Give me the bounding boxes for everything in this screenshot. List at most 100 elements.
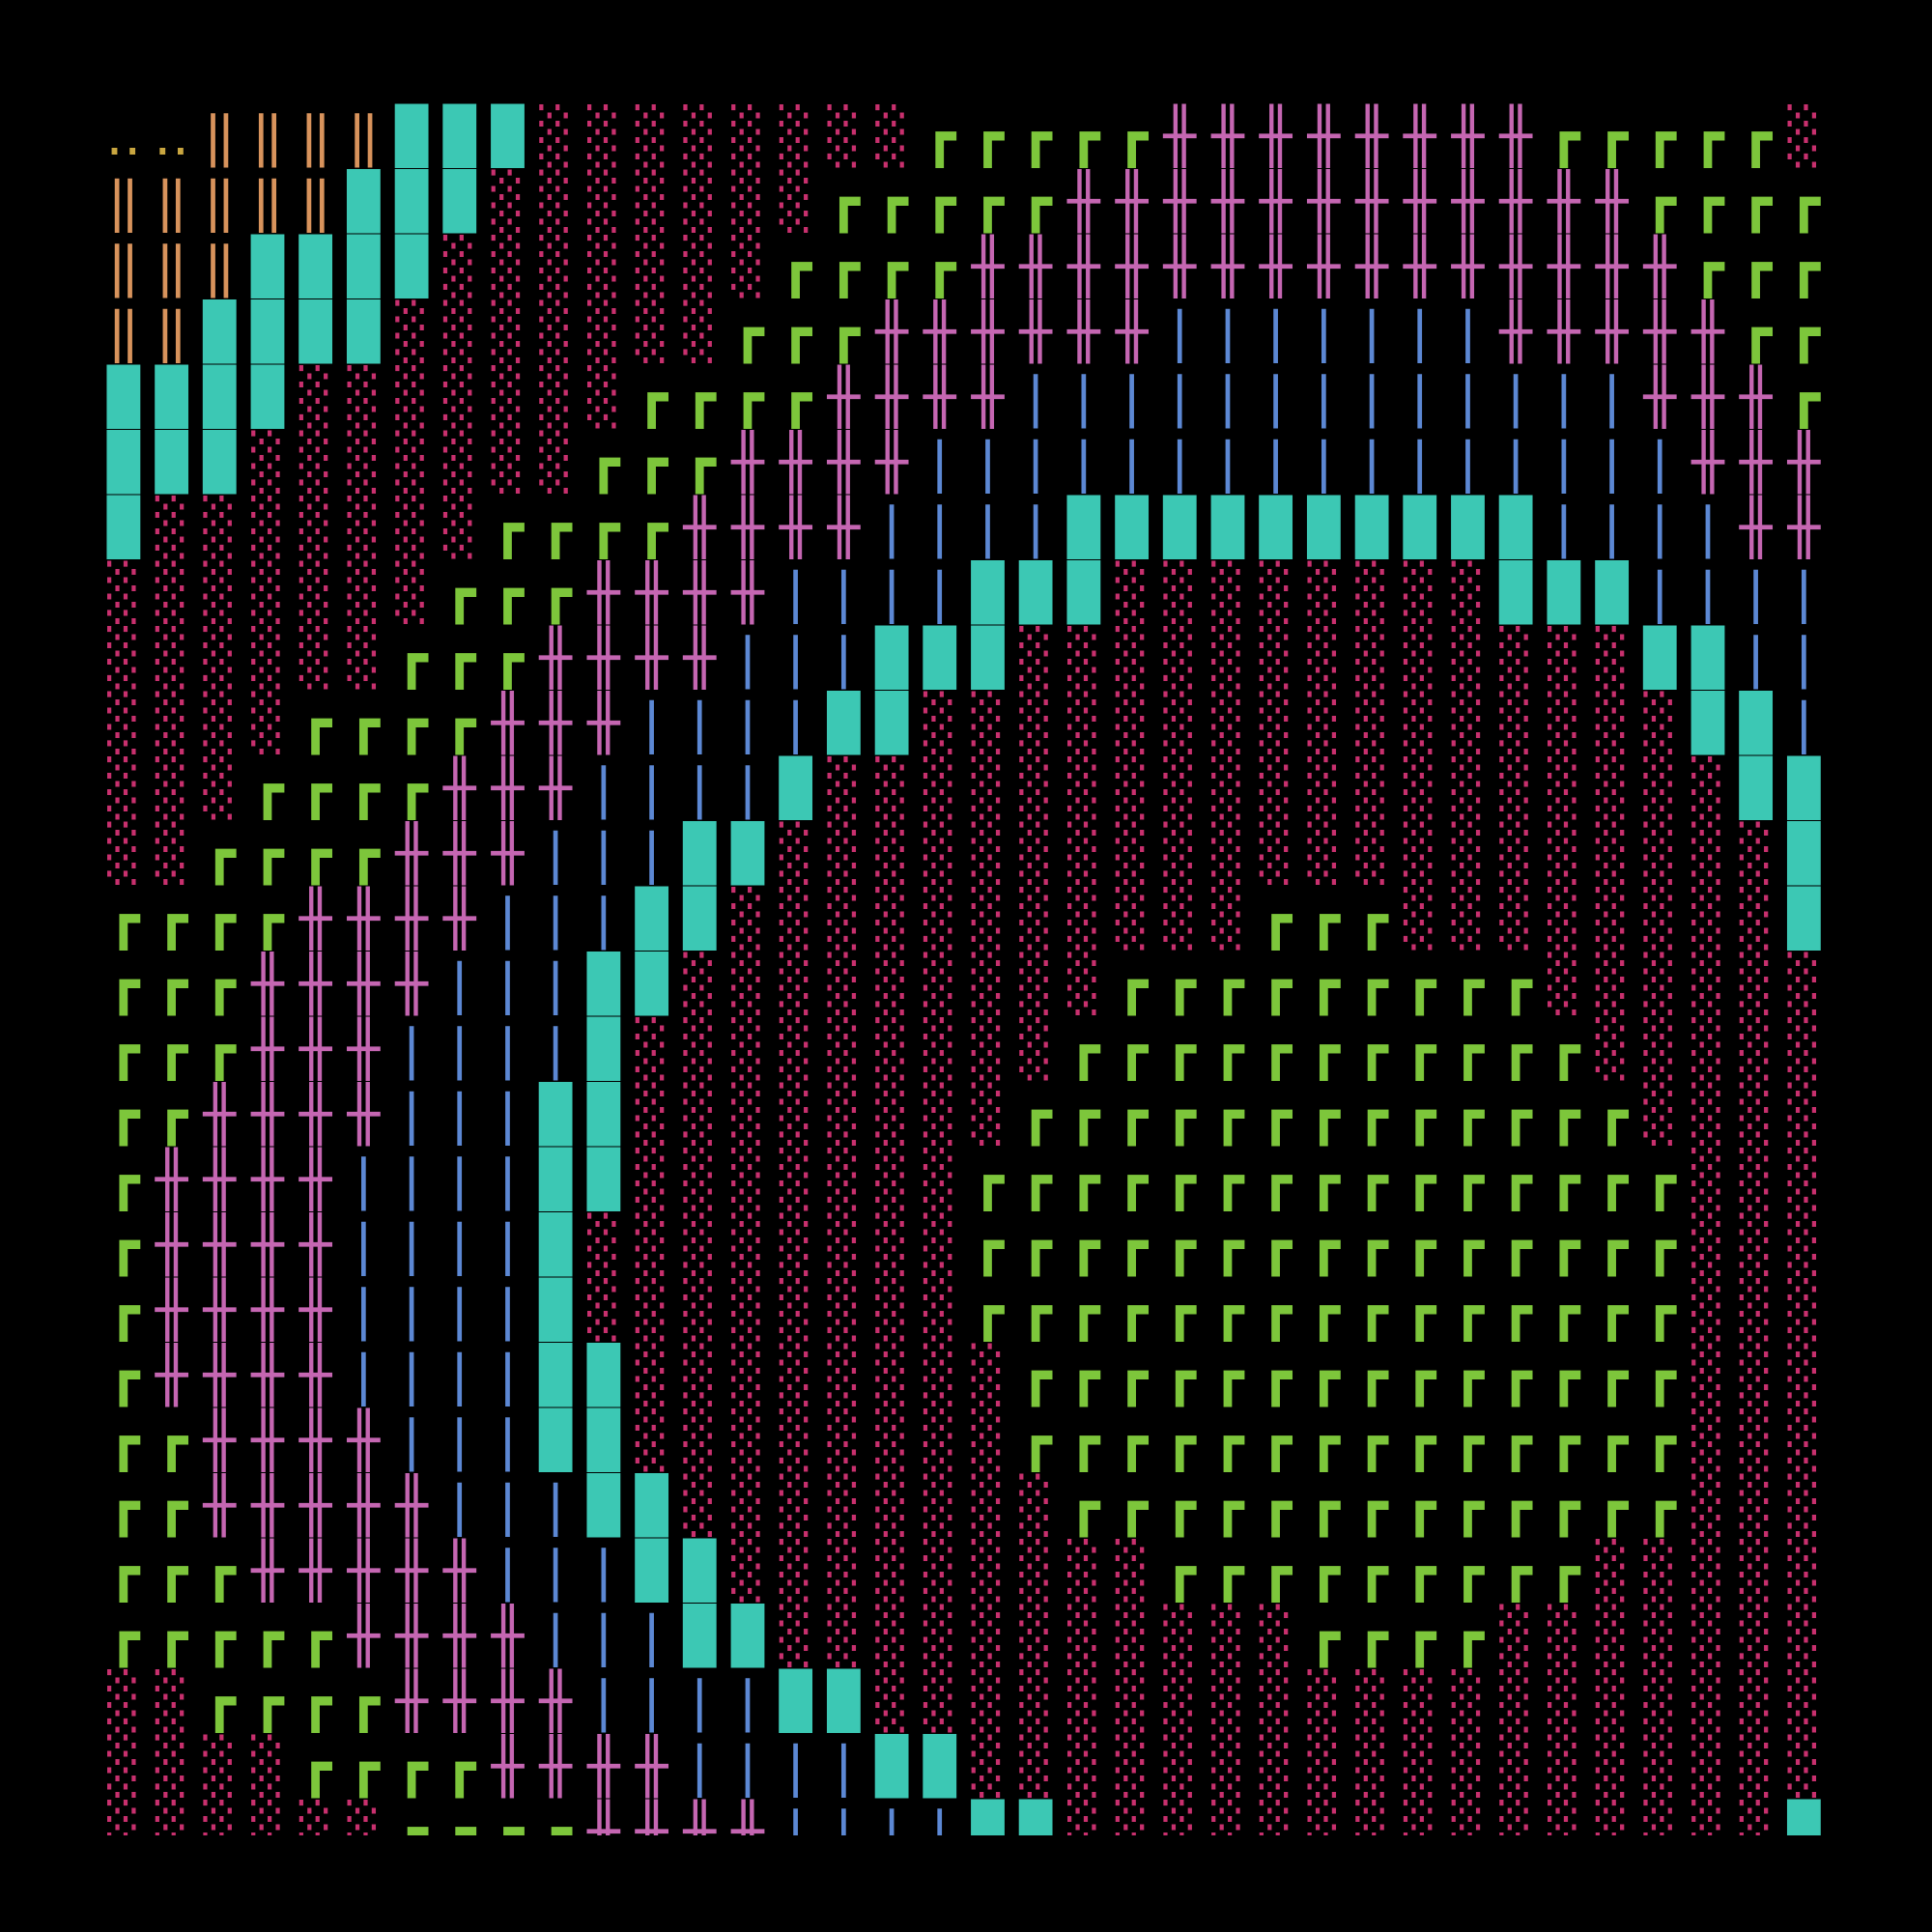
glyph: | [683,756,716,819]
text-row: ┏ ┏ ╫ ╫ ╫ ╫ | | | █ █ ░ ░ ░ ░ ░ ░ ░ ░ ┏ ┏ ┏ ┏ ┏ ┏ ┏ ┏ ┏ ┏ ┏ ┏ ┏ ░ ░ ░ ░ [107,1081,1820,1146]
glyph: ░ [1355,625,1388,689]
glyph: █ [586,1015,621,1080]
glyph: ╫ [298,885,333,950]
glyph: ░ [1260,560,1293,624]
glyph: ┏ [1499,1083,1533,1146]
glyph: ╫ [826,429,861,494]
glyph: ╫ [1403,102,1437,167]
glyph: ┏ [1452,952,1486,1015]
glyph: | [972,431,1005,494]
glyph: ┏ [1740,235,1774,298]
glyph: ┏ [1067,1083,1101,1146]
glyph: ░ [972,691,1005,754]
glyph: | [443,1278,476,1341]
glyph: ░ [1643,691,1676,754]
glyph: ╫ [1259,102,1293,167]
glyph: | [1691,561,1724,624]
glyph: ┏ [443,1800,477,1862]
glyph: ░ [251,430,284,494]
glyph: | [492,887,525,950]
glyph: ░ [1643,755,1676,819]
glyph: ┏ [1116,1474,1150,1537]
text-row: ░ ░ ░ ░ ┏ ┏ ┏ ┏ ╫ ╫ ╫ ╫ | | | | █ █ ░ ░ ░ ░ ░ ░ ░ ░ ░ ░ ░ ░ ░ ░ ░ ░ ░ ░ [107,1733,1820,1798]
glyph: | [780,561,812,624]
glyph: ░ [1116,1538,1149,1602]
glyph: ┏ [1404,1017,1437,1080]
glyph: ░ [1643,1799,1676,1862]
glyph: ░ [1019,691,1052,754]
glyph: ░ [1116,821,1149,885]
glyph: ┏ [731,365,765,428]
glyph: ░ [683,1016,716,1080]
glyph: ░ [827,1407,860,1471]
glyph: █ [586,1146,621,1210]
glyph: ╫ [1354,168,1389,233]
glyph: ┏ [1116,1278,1150,1341]
glyph: ░ [923,1604,956,1667]
glyph: ┏ [1548,1278,1581,1341]
glyph: ░ [731,103,764,167]
glyph: ░ [1019,1668,1052,1732]
glyph: ╫ [155,1146,189,1210]
glyph: ┏ [1067,104,1101,167]
glyph: ░ [203,1734,236,1798]
glyph: ┏ [731,300,765,363]
glyph: ░ [1307,821,1340,885]
glyph: | [443,1474,476,1537]
glyph: ░ [443,495,476,558]
glyph: ╫ [1354,233,1389,298]
glyph: ┏ [107,1017,141,1080]
glyph: | [1404,431,1436,494]
glyph: ┏ [1067,1148,1101,1210]
text-row: ┏ ╫ ╫ ╫ ╫ | | | | █ ░ ░ ░ ░ ░ ░ ░ ░ ┏ ┏ ┏ ┏ ┏ ┏ ┏ ┏ ┏ ┏ ┏ ┏ ┏ ┏ ┏ ░ ░ ░ [107,1211,1820,1276]
glyph: █ [155,363,189,428]
glyph: ╫ [394,1537,429,1602]
glyph: ░ [731,952,764,1015]
text-row: ┏ ╫ ╫ ╫ ╫ | | | | █ █ ░ ░ ░ ░ ░ ░ ░ ░ ┏ ┏ ┏ ┏ ┏ ┏ ┏ ┏ ┏ ┏ ┏ ┏ ┏ ┏ ░ ░ ░ [107,1342,1820,1406]
glyph: ░ [1643,952,1676,1015]
glyph: ┏ [539,496,573,558]
glyph: ░ [1787,1473,1820,1537]
glyph: ┏ [1548,1213,1581,1276]
glyph: ░ [156,1799,188,1862]
glyph: ░ [539,169,572,233]
glyph: ░ [443,430,476,494]
glyph: ░ [1067,1538,1100,1602]
glyph: ╫ [971,363,1006,428]
glyph: ┏ [1452,1213,1486,1276]
glyph: ░ [683,1407,716,1471]
glyph: | [1019,431,1052,494]
glyph: ┏ [1499,1213,1533,1276]
glyph: | [1211,300,1244,363]
glyph: ░ [827,821,860,885]
glyph: ┏ [539,561,573,624]
glyph: ░ [1307,1734,1340,1798]
glyph: | [395,1278,428,1341]
glyph: | [1211,431,1244,494]
glyph: ╫ [1451,168,1486,233]
glyph: ░ [107,691,140,754]
glyph: ░ [923,1538,956,1602]
glyph: ╫ [1547,233,1581,298]
glyph: █ [1066,494,1101,558]
glyph: | [827,1735,860,1798]
glyph: ‖ [107,170,140,233]
glyph: ╫ [491,754,526,819]
glyph: ░ [827,1016,860,1080]
glyph: ┏ [1067,1408,1101,1471]
glyph: ┏ [156,1539,189,1602]
glyph: ┏ [1499,1278,1533,1341]
glyph: █ [1739,690,1774,754]
glyph: ┏ [539,1800,573,1862]
glyph: ░ [683,952,716,1015]
glyph: ╫ [491,1603,526,1667]
text-row: ‖ ‖ ‖ ‖ ‖ █ █ █ ░ ░ ░ ░ ░ ░ ░ ┏ ┏ ┏ ┏ ┏ ╫ ╫ ╫ ╫ ╫ ╫ ╫ ╫ ╫ ╫ ╫ ╫ ┏ ┏ ┏ ┏ [107,168,1822,233]
glyph: ┏ [1355,1278,1389,1341]
glyph: █ [971,624,1006,689]
glyph: ░ [1787,1147,1820,1210]
glyph: ┏ [1355,1408,1389,1471]
glyph: ┏ [1596,1148,1630,1210]
glyph: | [1548,365,1580,428]
glyph: ░ [1596,691,1629,754]
glyph: ░ [1355,755,1388,819]
